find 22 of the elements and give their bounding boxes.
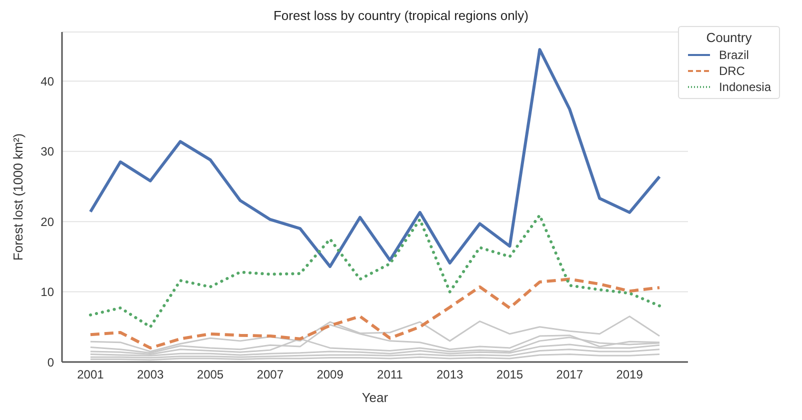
x-tick-label: 2001: [77, 368, 104, 382]
x-tick-label: 2011: [377, 368, 404, 382]
y-tick-label: 30: [40, 144, 54, 159]
x-tick-label: 2019: [616, 368, 644, 382]
legend-label: Brazil: [718, 47, 749, 63]
y-axis-title: Forest lost (1000 km²): [10, 133, 26, 261]
x-tick-label: 2009: [316, 368, 344, 382]
y-tick-label: 40: [40, 74, 54, 88]
x-tick-label: 2013: [436, 368, 464, 382]
x-tick-label: 2003: [137, 368, 164, 382]
y-tick-label: 10: [40, 285, 54, 300]
x-tick-label: 2005: [196, 368, 224, 382]
chart-title: Forest loss by country (tropical regions only): [272, 8, 530, 25]
x-tick-label: 2015: [496, 368, 524, 382]
legend-label: Indonesia: [718, 79, 771, 95]
legend-title: Country: [705, 30, 753, 45]
y-tick-label: 20: [40, 214, 54, 229]
x-tick-label: 2007: [256, 368, 284, 382]
x-axis-title: Year: [362, 390, 389, 405]
x-tick-label: 2017: [556, 368, 584, 382]
y-tick-label: 0: [47, 355, 54, 370]
legend-label: DRC: [718, 63, 745, 79]
